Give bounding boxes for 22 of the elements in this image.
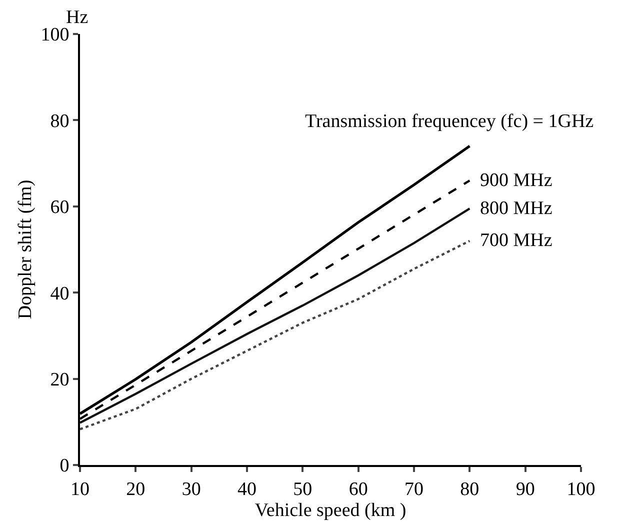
y-tick-label: 80 bbox=[50, 110, 70, 132]
x-tick-label: 70 bbox=[404, 478, 424, 500]
y-tick-label: 60 bbox=[50, 197, 70, 218]
series-label: 900 MHz bbox=[480, 170, 552, 191]
x-tick-label: 10 bbox=[70, 478, 90, 500]
x-tick-label: 60 bbox=[348, 478, 368, 500]
series-label: 700 MHz bbox=[480, 230, 552, 251]
y-tick-label: 40 bbox=[50, 283, 70, 304]
series-label: Transmission frequencey (fc) = 1GHz bbox=[305, 111, 594, 132]
y-axis-title: Doppler shift (fm) bbox=[15, 180, 36, 320]
line-series bbox=[80, 240, 471, 430]
x-tick-label: 100 bbox=[566, 478, 596, 500]
x-axis-title: Vehicle speed (km ) bbox=[254, 500, 406, 522]
x-tick-label: 30 bbox=[182, 478, 201, 500]
x-tick-label: 20 bbox=[126, 478, 146, 500]
x-tick-label: 80 bbox=[460, 478, 480, 500]
x-tick-label: 90 bbox=[516, 478, 535, 500]
series-label: 800 MHz bbox=[480, 198, 552, 219]
y-tick-label: 0 bbox=[60, 456, 70, 477]
y-tick-label: 20 bbox=[50, 369, 70, 390]
x-tick-label: 40 bbox=[238, 478, 256, 500]
x-tick-label: 50 bbox=[293, 478, 312, 500]
